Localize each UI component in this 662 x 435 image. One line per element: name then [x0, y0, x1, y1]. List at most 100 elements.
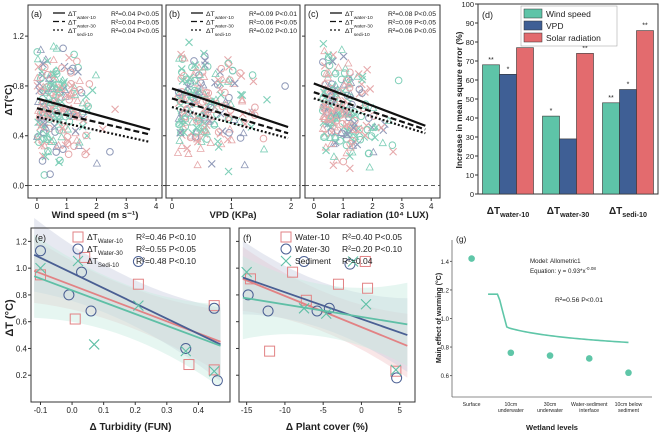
data-point-b: [322, 146, 330, 155]
data-point-b: [324, 51, 333, 60]
fit-line: [33, 253, 221, 346]
data-point: [333, 103, 341, 112]
data-point: [338, 119, 347, 128]
x-tick-label: 2: [289, 202, 294, 211]
legend-series-name-base: ΔT: [87, 232, 98, 242]
x-tick-label: -0.1: [34, 406, 48, 415]
data-point-b: [82, 92, 91, 101]
legend-stat: R²=0.20 P<0.10: [342, 244, 402, 254]
data-point: [84, 102, 92, 111]
data-point: [320, 308, 332, 320]
data-point: [355, 125, 364, 134]
data-point: [224, 167, 233, 176]
legend-series-name-sub: water-30: [77, 24, 96, 30]
data-point: [82, 131, 90, 140]
data-point-b: [65, 110, 74, 119]
y-axis-label-bottom: ΔT (°C): [4, 299, 16, 337]
data-point: [56, 84, 65, 93]
data-point: [237, 90, 245, 99]
data-point-b: [347, 256, 359, 267]
model-text: Model: Allometric1: [530, 258, 581, 265]
data-point-b: [42, 130, 51, 139]
data-point: [323, 302, 335, 314]
data-point: [322, 107, 331, 116]
data-point-b: [349, 124, 358, 132]
data-point-b: [329, 50, 338, 59]
bar: [516, 47, 534, 195]
data-point: [356, 135, 365, 144]
data-point-b: [360, 298, 372, 310]
y-tick-label: 0.2: [16, 371, 28, 380]
fit-line: [313, 91, 426, 131]
data-point: [343, 130, 352, 139]
data-point-b: [333, 103, 341, 112]
data-point-b: [361, 88, 369, 96]
data-point-b: [354, 70, 363, 78]
y-tick-label: 0.8: [16, 291, 28, 300]
data-point: [75, 76, 84, 84]
legend-series-name: ΔTwater-10: [345, 11, 373, 21]
legend-series-name: Sediment: [295, 256, 332, 266]
data-point: [362, 121, 371, 130]
data-point: [34, 269, 46, 281]
data-point: [175, 120, 183, 129]
category-label-line: underwater: [498, 408, 524, 414]
bar: [602, 102, 620, 195]
data-point-b: [362, 121, 371, 130]
x-tick-label: 0.4: [193, 406, 205, 415]
panel-e: -0.1 0.0 0.1 0.2 0.3 0.4 0.2 0.4 0.6 0.8 1.0 1.2 (e)…: [16, 217, 231, 433]
data-point: [52, 142, 61, 150]
data-point: [342, 130, 351, 139]
x-group-label: ΔTwater-10: [487, 206, 529, 219]
data-point: [41, 135, 50, 143]
data-point: [341, 110, 350, 118]
legend-series-name-sub: sedi-10: [77, 32, 93, 38]
data-point: [208, 300, 220, 312]
significance-label: *: [507, 66, 510, 73]
data-point: [358, 72, 367, 81]
data-point: [225, 124, 235, 133]
data-point: [348, 136, 357, 145]
data-point: [227, 135, 236, 144]
data-point: [331, 110, 341, 119]
data-point: [324, 68, 334, 76]
data-point: [37, 120, 47, 129]
data-point: [332, 155, 341, 164]
legend-series-name-sub: water-30: [354, 24, 373, 30]
y-tick-label: 1.2: [16, 237, 28, 246]
data-point: [40, 63, 49, 72]
data-point: [195, 87, 204, 96]
data-point: [259, 134, 268, 143]
category-label-line: 10cm: [504, 402, 517, 408]
category-label: Water-sediment interface: [571, 402, 608, 414]
data-point: [79, 251, 91, 263]
data-point: [340, 69, 349, 77]
y-tick-label: 20: [466, 152, 474, 161]
data-point: [39, 60, 47, 68]
data-point: [33, 54, 43, 63]
data-point-b: [35, 262, 46, 274]
data-point: [390, 364, 402, 376]
legend-series-name-base: ΔT: [206, 28, 215, 35]
data-point: [389, 147, 398, 156]
data-point: [217, 91, 225, 99]
data-point: [177, 65, 186, 73]
data-point: [66, 89, 75, 97]
data-point: [331, 80, 340, 89]
data-point: [228, 66, 237, 75]
data-point: [111, 105, 119, 114]
data-point-b: [350, 119, 359, 128]
legend-series-name: ΔTwater-10: [206, 11, 234, 21]
data-point-b: [237, 72, 246, 80]
data-point-b: [36, 123, 45, 131]
data-point: [322, 106, 331, 114]
panel-label: (f): [243, 233, 252, 243]
data-point-b: [390, 364, 402, 376]
data-point: [390, 365, 402, 377]
significance-label: **: [608, 95, 614, 102]
panel-f: -15 -10 -5 0 5 (f) Water-10 R²=0.40 P<0.05 Water…: [236, 227, 416, 433]
data-point: [47, 81, 56, 89]
data-point: [33, 73, 42, 82]
data-point-b: [74, 67, 82, 76]
data-point: [365, 162, 374, 171]
